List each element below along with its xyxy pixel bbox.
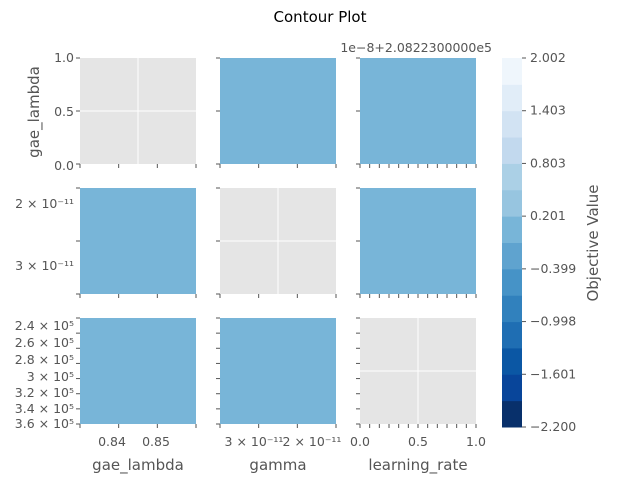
- x-axis-label-gae_lambda: gae_lambda: [92, 456, 184, 475]
- colorbar-tick-label: −2.200: [530, 419, 576, 434]
- x-tick-label: 0.5: [408, 434, 428, 449]
- subplot-r0-c0: [76, 57, 197, 168]
- colorbar-band: [502, 268, 522, 296]
- x-axis-label-learning_rate: learning_rate: [368, 456, 467, 475]
- offset-text: 1e−8+2.0822300000e5: [340, 40, 492, 55]
- y-tick-label: 2.8 × 10⁵: [15, 352, 74, 367]
- subplot-r1-c2: [356, 187, 477, 298]
- x-tick-label: 1.0: [466, 434, 486, 449]
- colorbar-tick-label: 0.201: [530, 208, 566, 223]
- y-tick-label: 2.6 × 10⁵: [15, 335, 74, 350]
- colorbar-band: [502, 374, 522, 402]
- subplot-r2-c2: [356, 317, 477, 428]
- colorbar-tick-label: 1.403: [530, 103, 566, 118]
- subplot-r0-c1: [216, 57, 337, 168]
- colorbar-band: [502, 110, 522, 138]
- x-tick-label: 0.85: [142, 434, 170, 449]
- contour-fill: [80, 188, 196, 294]
- subplot-r0-c2: [356, 57, 477, 168]
- y-tick-label: 2 × 10⁻¹¹: [15, 196, 74, 211]
- y-axis-label-gae_lambda: gae_lambda: [25, 66, 44, 158]
- contour-fill: [360, 188, 476, 294]
- x-tick-label: 3 × 10⁻¹¹: [225, 434, 284, 449]
- chart-title: Contour Plot: [274, 8, 367, 26]
- colorbar-band: [502, 84, 522, 112]
- subplot-r2-c1: [216, 317, 337, 428]
- y-tick-label: 2.4 × 10⁵: [15, 318, 74, 333]
- contour-fill: [220, 318, 336, 424]
- colorbar-tick-label: −0.399: [530, 261, 576, 276]
- colorbar-band: [502, 295, 522, 323]
- colorbar-tick-label: 0.803: [530, 155, 566, 170]
- colorbar-label: Objective Value: [584, 184, 602, 301]
- x-tick-label: 2 × 10⁻¹¹: [283, 434, 342, 449]
- colorbar-band: [502, 242, 522, 270]
- y-tick-label: 3 × 10⁻¹¹: [15, 258, 74, 273]
- contour-fill: [80, 318, 196, 424]
- x-axis-label-gamma: gamma: [249, 456, 306, 474]
- subplot-r1-c0: [76, 187, 197, 298]
- subplot-r1-c1: [216, 187, 337, 298]
- y-tick-label: 3.6 × 10⁵: [15, 416, 74, 431]
- colorbar-band: [502, 347, 522, 375]
- y-tick-label: 3.2 × 10⁵: [15, 385, 74, 400]
- colorbar-band: [502, 137, 522, 164]
- x-tick-label: 0.0: [350, 434, 370, 449]
- colorbar-band: [502, 58, 522, 85]
- colorbar-tick-label: 2.002: [530, 50, 566, 65]
- colorbar-band: [502, 321, 522, 349]
- y-tick-label: 1.0: [54, 50, 74, 65]
- colorbar-band: [502, 400, 522, 428]
- subplot-r2-c0: [76, 317, 197, 428]
- contour-fill: [220, 58, 336, 164]
- y-tick-label: 0.0: [54, 158, 74, 173]
- y-tick-label: 3 × 10⁵: [27, 369, 74, 384]
- colorbar-band: [502, 216, 522, 243]
- contour-fill: [360, 58, 476, 164]
- colorbar-tick-label: −0.998: [530, 314, 576, 329]
- y-tick-label: 0.5: [54, 104, 74, 119]
- x-tick-label: 0.84: [98, 434, 126, 449]
- colorbar-band: [502, 163, 522, 191]
- colorbar-band: [502, 189, 522, 217]
- y-tick-label: 3.4 × 10⁵: [15, 401, 74, 416]
- colorbar-tick-label: −1.601: [530, 366, 576, 381]
